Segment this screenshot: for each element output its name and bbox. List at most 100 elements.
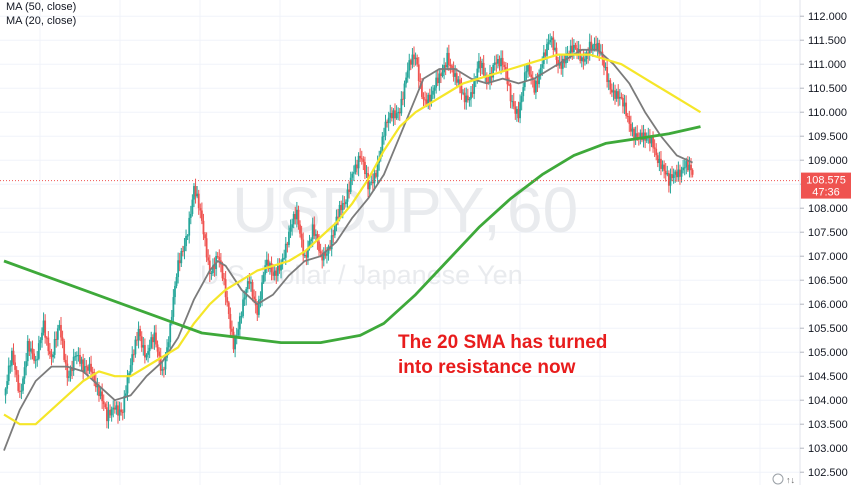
candle-body	[675, 171, 678, 178]
candle-body	[459, 79, 461, 86]
candle-body	[7, 365, 10, 382]
candle-body	[30, 348, 32, 352]
y-tick-label: 111.000	[808, 59, 846, 71]
candle-body	[528, 65, 531, 75]
candle-body	[447, 52, 450, 66]
candle-body	[177, 260, 180, 278]
candle-body	[308, 241, 311, 249]
candle-body	[49, 351, 51, 355]
candle-body	[281, 258, 284, 263]
candle-body	[205, 238, 208, 258]
candle-body	[267, 259, 270, 269]
candle-body	[406, 70, 409, 78]
candle-body	[653, 147, 656, 149]
candle-body	[96, 385, 99, 388]
candle-body	[28, 340, 31, 352]
candlesticks	[4, 31, 694, 429]
legend-ma50: MA (50, close)	[6, 1, 77, 13]
candle-body	[33, 353, 35, 361]
candle-body	[102, 401, 105, 405]
candle-body	[481, 62, 483, 69]
candle-body	[454, 73, 457, 77]
candle-body	[572, 44, 575, 53]
candle-body	[498, 59, 501, 67]
candle-body	[80, 359, 83, 364]
candle-body	[118, 409, 121, 416]
candle-body	[83, 366, 86, 373]
candle-body	[435, 77, 438, 88]
candle-body	[208, 260, 211, 274]
candle-body	[408, 60, 411, 71]
candle-body	[582, 57, 585, 62]
candle-body	[485, 74, 488, 83]
candle-body	[299, 224, 301, 234]
candle-body	[115, 405, 118, 410]
candle-body	[523, 72, 526, 88]
candle-body	[93, 372, 96, 382]
candle-body	[484, 74, 487, 76]
candle-body	[550, 37, 553, 40]
candle-body	[90, 363, 92, 372]
candle-body	[231, 328, 233, 332]
candle-body	[451, 65, 453, 69]
candle-body	[421, 81, 423, 97]
y-tick-label: 109.500	[808, 131, 848, 143]
candle-body	[503, 64, 506, 68]
candle-body	[584, 59, 586, 62]
candle-body	[31, 348, 34, 354]
candle-body	[455, 73, 458, 83]
candle-body	[348, 189, 351, 192]
candle-body	[94, 381, 97, 388]
candle-body	[47, 337, 50, 352]
candle-body	[341, 203, 344, 211]
candle-body	[297, 209, 300, 225]
candle-body	[517, 108, 520, 119]
candle-body	[525, 71, 528, 73]
candle-body	[489, 73, 491, 83]
candle-body	[194, 186, 197, 197]
candle-body	[169, 323, 172, 343]
candle-body	[425, 99, 428, 104]
candle-body	[561, 58, 564, 69]
candle-body	[433, 87, 436, 91]
candle-body	[500, 57, 502, 67]
candle-body	[150, 337, 153, 348]
candle-body	[188, 217, 191, 236]
candle-body	[392, 110, 395, 119]
price-axis[interactable]: 112.000 111.500 111.000 110.500 110.000 109.5…	[800, 11, 848, 479]
candle-body	[295, 209, 298, 220]
candle-body	[212, 265, 214, 273]
candle-body	[68, 376, 70, 378]
candle-body	[193, 186, 195, 200]
candle-body	[311, 224, 314, 240]
globe-icon[interactable]	[772, 473, 784, 485]
candle-body	[493, 62, 496, 65]
candle-body	[161, 369, 164, 371]
watermark: USDJPY , 60 U.S. Dollar / Japanese Yen	[200, 174, 578, 290]
candle-body	[574, 44, 577, 49]
candle-body	[12, 350, 15, 363]
candle-body	[52, 354, 54, 358]
candle-body	[264, 265, 267, 275]
candle-body	[292, 213, 295, 225]
candle-body	[650, 137, 653, 144]
candle-body	[345, 201, 347, 205]
y-tick-label: 105.000	[808, 347, 848, 359]
candle-body	[124, 393, 127, 396]
candle-body	[148, 347, 151, 352]
candle-body	[15, 369, 18, 375]
corner-icons[interactable]: ↑↓	[772, 473, 795, 485]
candle-body	[22, 378, 24, 391]
candle-body	[560, 62, 563, 69]
candle-body	[438, 73, 441, 84]
candle-body	[527, 65, 529, 72]
candle-body	[74, 356, 77, 358]
candle-body	[368, 182, 371, 190]
candle-body	[226, 297, 229, 303]
candle-body	[470, 92, 472, 99]
candle-body	[126, 376, 129, 394]
candle-body	[612, 90, 615, 93]
candle-body	[330, 235, 333, 250]
timezone-icon[interactable]: ↑↓	[786, 475, 795, 485]
